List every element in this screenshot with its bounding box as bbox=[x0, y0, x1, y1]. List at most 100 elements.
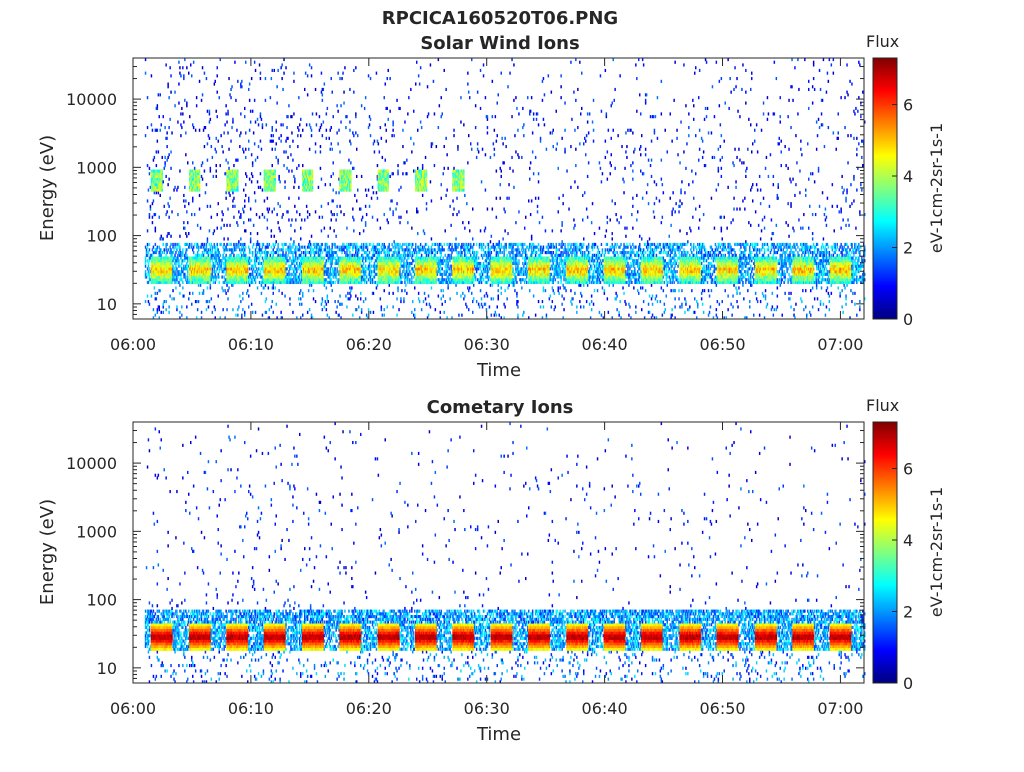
solar-wind-heatmap-cell bbox=[159, 278, 161, 282]
solar-wind-heatmap-cell bbox=[294, 264, 296, 268]
solar-wind-heatmap-cell bbox=[168, 264, 170, 268]
solar-wind-heatmap-cell bbox=[232, 174, 234, 179]
solar-wind-heatmap-cell bbox=[198, 253, 201, 257]
solar-wind-heatmap-cell bbox=[151, 180, 154, 184]
solar-wind-heatmap-cell bbox=[179, 66, 181, 70]
solar-wind-heatmap-cell bbox=[193, 213, 196, 217]
solar-wind-heatmap-cell bbox=[170, 259, 172, 263]
solar-wind-heatmap-cell bbox=[203, 71, 206, 75]
solar-wind-heatmap-cell bbox=[320, 123, 323, 127]
solar-wind-heatmap-cell bbox=[184, 256, 186, 260]
solar-wind-heatmap-cell bbox=[225, 261, 227, 266]
solar-wind-heatmap-cell bbox=[319, 253, 322, 257]
solar-wind-heatmap-cell bbox=[179, 234, 181, 238]
solar-wind-heatmap-cell bbox=[239, 275, 241, 279]
solar-wind-heatmap-cell bbox=[329, 128, 331, 132]
solar-wind-heatmap-cell bbox=[334, 242, 336, 247]
solar-wind-heatmap-cell bbox=[218, 261, 220, 266]
solar-wind-heatmap-cell bbox=[169, 275, 171, 279]
solar-wind-heatmap-cell bbox=[336, 245, 338, 249]
solar-wind-heatmap-cell bbox=[237, 180, 239, 184]
solar-wind-heatmap-cell bbox=[234, 270, 236, 274]
solar-wind-heatmap-cell bbox=[216, 115, 218, 119]
solar-wind-heatmap-cell bbox=[186, 256, 188, 260]
solar-wind-heatmap-cell bbox=[320, 204, 323, 208]
solar-wind-heatmap-cell bbox=[436, 251, 439, 255]
solar-wind-heatmap-cell bbox=[203, 280, 206, 285]
solar-wind-heatmap-cell bbox=[308, 283, 311, 287]
solar-wind-heatmap-cell bbox=[326, 106, 329, 111]
solar-wind-heatmap-cell bbox=[194, 278, 197, 282]
solar-wind-heatmap-cell bbox=[190, 172, 192, 176]
solar-wind-heatmap-cell bbox=[442, 256, 444, 260]
solar-wind-heatmap-cell bbox=[358, 305, 360, 309]
solar-wind-heatmap-cell bbox=[199, 256, 202, 260]
solar-wind-heatmap-cell bbox=[241, 256, 243, 260]
solar-wind-heatmap-cell bbox=[327, 259, 329, 263]
solar-wind-heatmap-cell bbox=[230, 177, 232, 181]
solar-wind-heatmap-cell bbox=[278, 264, 280, 268]
solar-wind-heatmap-cell bbox=[191, 280, 193, 285]
solar-wind-heatmap-cell bbox=[319, 166, 322, 170]
solar-wind-heatmap-cell bbox=[308, 147, 311, 151]
solar-wind-heatmap-cell bbox=[208, 270, 211, 274]
solar-wind-heatmap-cell bbox=[158, 183, 160, 187]
solar-wind-heatmap-cell bbox=[228, 259, 230, 263]
solar-wind-heatmap-cell bbox=[152, 183, 155, 187]
solar-wind-heatmap-cell bbox=[189, 245, 191, 249]
solar-wind-heatmap-cell bbox=[254, 280, 257, 285]
solar-wind-heatmap-cell bbox=[302, 313, 304, 317]
solar-wind-heatmap-cell bbox=[435, 267, 438, 271]
solar-wind-heatmap-cell bbox=[396, 297, 398, 301]
solar-wind-heatmap-cell bbox=[277, 270, 279, 274]
solar-wind-heatmap-cell bbox=[253, 142, 256, 146]
solar-wind-heatmap-cell bbox=[286, 126, 288, 130]
solar-wind-heatmap-cell bbox=[380, 245, 383, 249]
solar-wind-heatmap-cell bbox=[266, 188, 269, 192]
solar-wind-heatmap-cell bbox=[155, 270, 158, 274]
solar-wind-heatmap-cell bbox=[263, 259, 266, 263]
solar-wind-heatmap-cell bbox=[277, 202, 279, 206]
solar-wind-heatmap-cell bbox=[397, 169, 399, 173]
solar-wind-heatmap-cell bbox=[233, 215, 235, 219]
solar-wind-heatmap-cell bbox=[163, 275, 165, 279]
solar-wind-heatmap-cell bbox=[420, 126, 423, 130]
solar-wind-heatmap-cell bbox=[155, 172, 158, 176]
solar-wind-heatmap-cell bbox=[178, 82, 180, 86]
solar-wind-heatmap-cell bbox=[200, 174, 203, 179]
solar-wind-heatmap-cell bbox=[243, 188, 245, 192]
solar-wind-heatmap-cell bbox=[325, 278, 328, 282]
solar-wind-heatmap-cell bbox=[154, 267, 157, 271]
solar-wind-heatmap-cell bbox=[160, 248, 162, 252]
solar-wind-heatmap-cell bbox=[172, 259, 174, 263]
solar-wind-heatmap-cell bbox=[213, 245, 216, 249]
solar-wind-heatmap-cell bbox=[145, 272, 148, 276]
solar-wind-heatmap-cell bbox=[360, 308, 363, 312]
solar-wind-heatmap-cell bbox=[239, 294, 241, 298]
solar-wind-heatmap-cell bbox=[191, 245, 193, 249]
solar-wind-heatmap-cell bbox=[256, 256, 259, 260]
solar-wind-heatmap-cell bbox=[405, 275, 407, 279]
solar-wind-heatmap-cell bbox=[326, 294, 329, 298]
solar-wind-heatmap-cell bbox=[241, 259, 243, 263]
solar-wind-heatmap-cell bbox=[257, 256, 260, 260]
solar-wind-heatmap-cell bbox=[194, 180, 197, 184]
solar-wind-heatmap-cell bbox=[313, 245, 316, 249]
solar-wind-heatmap-cell bbox=[440, 297, 442, 301]
solar-wind-heatmap-cell bbox=[173, 256, 175, 260]
solar-wind-heatmap-cell bbox=[235, 183, 237, 187]
solar-wind-heatmap-cell bbox=[169, 256, 171, 260]
solar-wind-heatmap-cell bbox=[170, 272, 172, 276]
solar-wind-heatmap-cell bbox=[232, 188, 234, 192]
solar-wind-heatmap-cell bbox=[261, 242, 264, 247]
solar-wind-heatmap-cell bbox=[162, 267, 164, 271]
solar-wind-heatmap-cell bbox=[242, 267, 244, 271]
solar-wind-heatmap-cell bbox=[264, 172, 267, 176]
solar-wind-heatmap-cell bbox=[328, 136, 330, 140]
solar-wind-heatmap-cell bbox=[234, 259, 236, 263]
solar-wind-heatmap-cell bbox=[245, 270, 247, 274]
solar-wind-heatmap-cell bbox=[150, 272, 153, 276]
solar-wind-heatmap-cell bbox=[195, 242, 198, 247]
solar-wind-heatmap-cell bbox=[208, 112, 211, 116]
solar-wind-heatmap-cell bbox=[179, 278, 181, 282]
